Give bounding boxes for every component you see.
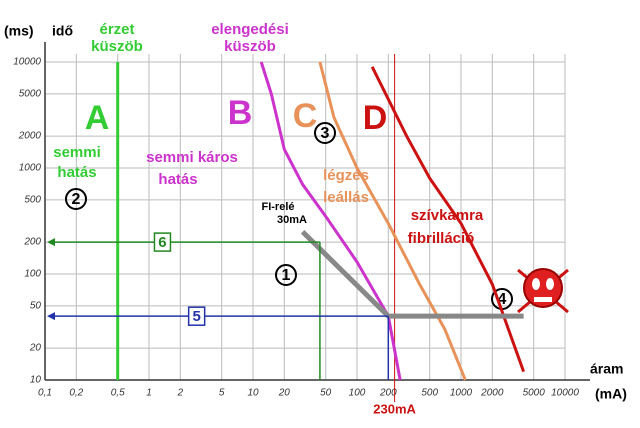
annotation: küszöb — [224, 38, 276, 55]
x-tick-label: 10 — [247, 388, 259, 399]
x-tick-label: 200 — [379, 388, 397, 399]
y-tick-label: 500 — [24, 195, 41, 206]
x-tick-label: 0,2 — [69, 388, 83, 399]
circle-number: 1 — [282, 267, 291, 284]
circles — [65, 122, 513, 310]
arrow-box — [187, 306, 206, 326]
x-tick-label: 100 — [349, 388, 366, 399]
zone-label: A — [85, 99, 110, 137]
x-tick-label: 50 — [320, 388, 332, 399]
x-label: áram — [590, 361, 623, 377]
annotation: hatás — [158, 171, 197, 188]
x-tick-label: 5 — [219, 388, 225, 399]
annotation: érzet — [99, 21, 134, 38]
circle — [275, 264, 297, 286]
x-tick-label: 2000 — [480, 388, 504, 399]
series-line — [259, 61, 402, 381]
annotation: semmi — [53, 144, 101, 161]
zone-label: B — [228, 94, 253, 132]
series-line — [318, 61, 467, 381]
y-tick-label: 10 — [30, 375, 42, 386]
x-tick-label: 10000 — [551, 388, 579, 399]
skull-icon — [517, 268, 569, 314]
y-tick-label: 50 — [30, 301, 42, 312]
x-tick-label: 1 — [146, 388, 152, 399]
x-tick-label: 0,1 — [38, 388, 52, 399]
x-tick-label: 1000 — [450, 388, 473, 399]
series-line — [370, 66, 526, 373]
annotation: 30mA — [277, 214, 307, 226]
y-tick-label: 2000 — [18, 131, 42, 142]
zone-label: D — [363, 99, 388, 137]
arrow-box — [153, 232, 172, 252]
annotation: semmi káros — [146, 149, 238, 166]
annotation: hatás — [57, 164, 96, 181]
x-tick-label: 5000 — [523, 388, 546, 399]
marker-label: 230mA — [373, 401, 416, 416]
arrow-head — [47, 238, 55, 247]
circle — [65, 188, 87, 210]
y-label: idő — [52, 23, 73, 39]
y-tick-label: 100 — [24, 269, 41, 280]
y-tick-label: 10000 — [13, 57, 41, 68]
arrow-label: 6 — [158, 234, 166, 251]
x-tick-label: 2 — [177, 388, 184, 399]
annotation: leállás — [323, 189, 369, 206]
arrow-head — [47, 312, 55, 321]
x-unit: (mA) — [595, 386, 627, 402]
y-tick-label: 200 — [23, 237, 41, 248]
annotation: fibrilláció — [408, 230, 475, 247]
y-unit: (ms) — [4, 23, 34, 39]
circle-number: 4 — [498, 291, 507, 308]
annotation: elengedési — [211, 21, 289, 38]
y-tick-label: 1000 — [19, 163, 42, 174]
arrow-label: 5 — [192, 308, 200, 325]
circle — [314, 122, 336, 144]
annotation: küszöb — [91, 38, 143, 55]
y-tick-label: 5000 — [19, 89, 42, 100]
annotation: FI-relé — [261, 201, 294, 213]
circle-number: 2 — [72, 191, 81, 208]
zone-label: C — [293, 97, 318, 135]
x-tick-label: 20 — [278, 388, 291, 399]
x-tick-label: 0,5 — [111, 388, 125, 399]
circle-number: 3 — [321, 125, 330, 142]
y-tick-label: 20 — [29, 343, 42, 354]
x-tick-label: 500 — [421, 388, 438, 399]
annotation: szívkamra — [411, 207, 484, 224]
